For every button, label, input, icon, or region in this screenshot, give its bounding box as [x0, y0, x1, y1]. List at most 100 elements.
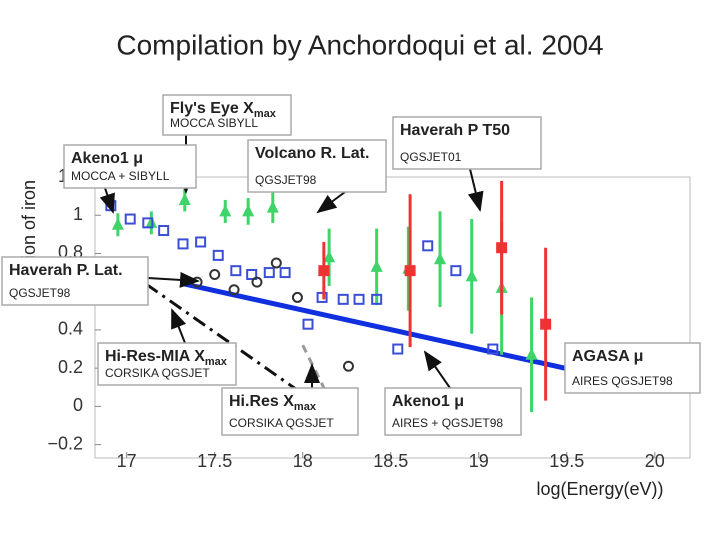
data-point [422, 240, 434, 252]
data-point [450, 265, 462, 277]
data-point [404, 265, 416, 277]
data-point [525, 347, 538, 360]
annotation-note: AIRES + QGSJET98 [392, 416, 503, 430]
data-point [291, 291, 303, 303]
data-point [266, 200, 279, 213]
annotation-label-sub: max [294, 401, 317, 413]
y-tick-label: 0.4 [58, 319, 83, 339]
data-point [228, 284, 240, 296]
annotation-box [247, 139, 387, 193]
annotation-note: QGSJET98 [255, 173, 317, 187]
annotation-label-text: Hi.Res X [229, 393, 294, 410]
annotation-note: QGSJET98 [9, 286, 71, 300]
annotation-label: Volcano R. Lat. [255, 145, 369, 162]
annotation-box [162, 94, 292, 136]
data-point [323, 250, 336, 263]
x-tick-label: 19.5 [549, 451, 584, 471]
annotation-label: AGASA μ [572, 348, 643, 365]
annotation-label: Haverah P T50 [400, 122, 510, 139]
data-point [302, 318, 314, 330]
annotation-label-sub: max [254, 108, 277, 120]
data-point [124, 213, 136, 225]
annotation-label: Akeno1 μ [71, 150, 143, 167]
annotation-label: Fly's Eye Xmax [170, 100, 277, 120]
data-point [209, 268, 221, 280]
data-point [230, 265, 242, 277]
data-point [392, 343, 404, 355]
data-point [496, 242, 508, 254]
data-point [212, 249, 224, 261]
y-tick-label: −0.2 [47, 433, 83, 453]
annotation-label-text: AGASA μ [572, 348, 643, 365]
data-point [270, 257, 282, 269]
data-point [371, 293, 383, 305]
data-point [242, 204, 255, 217]
annotation-arrow [147, 271, 200, 288]
x-axis-label: log(Energy(eV)) [536, 479, 663, 499]
annotation-label-text: Haverah P T50 [400, 122, 510, 139]
annotation-box [97, 342, 237, 386]
annotation-arrow [467, 168, 484, 212]
annotation-label: Akeno1 μ [392, 393, 464, 410]
data-point [370, 259, 383, 272]
annotation-note: MOCCA + SIBYLL [71, 169, 170, 183]
annotation-label: Hi-Res-MIA Xmax [105, 348, 228, 368]
data-point [251, 276, 263, 288]
y-tick-label: 0 [73, 395, 83, 415]
annotation-arrow [171, 308, 187, 344]
data-point [353, 293, 365, 305]
annotation-label-text: Haverah P. Lat. [9, 262, 123, 279]
annotation-arrow [99, 187, 115, 214]
annotation-note: CORSIKA QGSJET [105, 366, 210, 380]
annotation-box [63, 144, 197, 189]
annotation-box [384, 387, 522, 436]
fit-line [145, 282, 341, 421]
annotation-box [392, 116, 542, 170]
data-point [177, 238, 189, 250]
annotation-label-text: Volcano R. Lat. [255, 145, 369, 162]
data-point [342, 360, 354, 372]
data-point [178, 192, 191, 205]
annotation-box [564, 342, 701, 394]
annotation-box [1, 256, 149, 306]
annotation-note: QGSJET01 [400, 150, 462, 164]
slide-title: Compilation by Anchordoqui et al. 2004 [116, 29, 603, 60]
annotation-note: CORSIKA QGSJET [229, 416, 334, 430]
data-point [111, 217, 124, 230]
annotation-label-text: Akeno1 μ [392, 393, 464, 410]
x-tick-label: 18.5 [373, 451, 408, 471]
x-tick-label: 20 [645, 451, 665, 471]
x-tick-label: 18 [293, 451, 313, 471]
data-point [434, 252, 447, 265]
data-point [316, 291, 328, 303]
data-point [465, 269, 478, 282]
annotation-note: MOCCA SIBYLL [170, 116, 258, 130]
data-point [142, 217, 154, 229]
y-tick-label: 1 [73, 204, 83, 224]
data-point [263, 267, 275, 279]
annotation-label-text: Fly's Eye X [170, 100, 254, 117]
annotation-label-text: Hi-Res-MIA X [105, 348, 205, 365]
annotation-label-sub: max [205, 356, 228, 368]
data-point [337, 293, 349, 305]
annotation-box [221, 387, 359, 436]
data-point [279, 267, 291, 279]
annotation-arrow [423, 350, 451, 389]
annotation-arrow [316, 191, 346, 214]
data-point [195, 236, 207, 248]
data-point [158, 225, 170, 237]
x-tick-label: 19 [469, 451, 489, 471]
annotation-note: AIRES QGSJET98 [572, 374, 673, 388]
x-tick-label: 17 [117, 451, 137, 471]
data-point [540, 318, 552, 330]
annotation-label-text: Akeno1 μ [71, 150, 143, 167]
fit-line [184, 281, 566, 371]
data-point [318, 265, 330, 277]
x-tick-label: 17.5 [197, 451, 232, 471]
y-tick-label: 0.2 [58, 357, 83, 377]
annotation-label: Haverah P. Lat. [9, 262, 123, 279]
data-point [246, 268, 258, 280]
annotation-label: Hi.Res Xmax [229, 393, 317, 413]
plot-frame [94, 176, 691, 459]
